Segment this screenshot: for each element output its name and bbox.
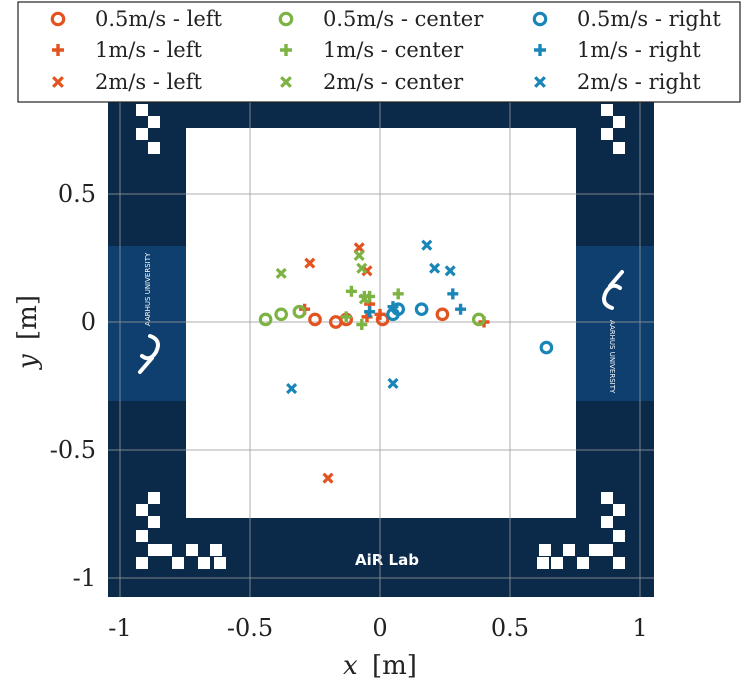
data-point — [387, 377, 399, 389]
data-point — [421, 239, 433, 251]
legend-label: 0.5m/s - left — [95, 7, 223, 31]
y-tick-label: 0 — [81, 308, 96, 336]
x-axis-label: x [m] — [343, 651, 417, 681]
data-point — [356, 319, 368, 331]
logo-band-right — [576, 246, 654, 401]
data-point — [356, 262, 368, 274]
checker-top-right — [601, 104, 625, 154]
data-point — [340, 311, 352, 323]
data-point — [286, 383, 298, 395]
legend-marker — [532, 11, 548, 27]
data-point — [444, 265, 456, 277]
legend-marker — [52, 76, 64, 88]
legend-label: 2m/s - right — [577, 70, 701, 94]
arena-background: AARHUS UNIVERSITY AARHUS UNIVERSITY AiR … — [108, 96, 654, 597]
data-point — [275, 267, 287, 279]
logo-band-left — [108, 246, 186, 401]
legend-marker — [534, 76, 546, 88]
grid — [108, 96, 654, 597]
university-logo-icon — [602, 270, 624, 310]
data-point — [364, 306, 376, 318]
data-point — [447, 288, 459, 300]
legend-item: 0.5m/s - right — [532, 7, 721, 31]
data-point — [274, 307, 289, 322]
y-axis-unit: [m] — [13, 295, 43, 340]
legend-item: 1m/s - left — [52, 38, 202, 62]
x-tick-label: -1 — [108, 614, 131, 642]
legend-label: 1m/s - left — [95, 38, 202, 62]
data-point — [292, 304, 307, 319]
logo-right-text: AARHUS UNIVERSITY — [608, 320, 616, 394]
legend-marker — [278, 11, 294, 27]
data-point — [322, 472, 334, 484]
arena-label: AiR Lab — [355, 551, 419, 569]
svg-text:y [m]: y [m] — [13, 295, 43, 370]
legend-item: 2m/s - center — [280, 70, 464, 94]
y-tick-label: 0.5 — [58, 180, 96, 208]
legend-label: 0.5m/s - center — [323, 7, 484, 31]
y-tick-label: -0.5 — [50, 436, 96, 464]
legend-box — [17, 1, 741, 103]
x-axis-var: x — [343, 651, 358, 681]
legend-item: 2m/s - left — [52, 70, 202, 94]
legend-marker — [534, 44, 546, 56]
data-point — [387, 301, 399, 313]
legend-label: 2m/s - center — [323, 70, 464, 94]
x-tick-label: 0 — [372, 614, 387, 642]
data-point — [353, 249, 365, 261]
svg-text:x [m]: x [m] — [343, 651, 417, 681]
checker-bottom-right — [537, 492, 625, 569]
data-point — [392, 288, 404, 300]
tick-labels: -1 -0.5 0 0.5 1 -1 -0.5 0 0.5 — [50, 180, 648, 642]
data-point — [345, 285, 357, 297]
legend-label: 1m/s - center — [323, 38, 464, 62]
legend: 0.5m/s - left 1m/s - left 2m/s - left 0.5m/… — [17, 1, 741, 103]
university-logo-icon — [138, 334, 160, 374]
data-point — [455, 303, 467, 315]
legend-label: 1m/s - right — [577, 38, 701, 62]
data-point — [435, 307, 450, 322]
data-point — [358, 293, 370, 305]
legend-item: 0.5m/s - left — [50, 7, 223, 31]
data-point — [539, 340, 554, 355]
legend-item: 2m/s - right — [534, 70, 701, 94]
legend-marker — [50, 11, 66, 27]
legend-marker — [52, 44, 64, 56]
legend-item: 0.5m/s - center — [278, 7, 484, 31]
x-tick-label: 1 — [632, 614, 647, 642]
legend-item: 1m/s - center — [280, 38, 464, 62]
logo-left-text: AARHUS UNIVERSITY — [144, 252, 152, 326]
logo-right: AARHUS UNIVERSITY — [602, 270, 624, 394]
data-point — [471, 312, 486, 327]
data-point — [374, 308, 386, 320]
y-tick-label: -1 — [73, 564, 96, 592]
legend-label: 0.5m/s - right — [577, 7, 721, 31]
checker-bottom-left — [136, 492, 226, 569]
x-tick-label: 0.5 — [491, 614, 529, 642]
data-points — [258, 239, 554, 484]
data-point — [429, 262, 441, 274]
legend-marker — [280, 76, 292, 88]
y-axis-label: y [m] — [13, 295, 43, 370]
legend-item: 1m/s - right — [534, 38, 701, 62]
x-axis-unit: [m] — [372, 651, 417, 681]
checker-top-left — [136, 104, 160, 154]
logo-left: AARHUS UNIVERSITY — [138, 252, 160, 374]
data-point — [308, 312, 322, 327]
legend-label: 2m/s - left — [95, 70, 202, 94]
x-tick-label: -0.5 — [227, 614, 273, 642]
legend-marker — [280, 44, 292, 56]
data-point — [304, 257, 316, 269]
data-point — [414, 302, 429, 317]
y-axis-var: y — [13, 354, 43, 370]
data-point — [258, 312, 273, 327]
